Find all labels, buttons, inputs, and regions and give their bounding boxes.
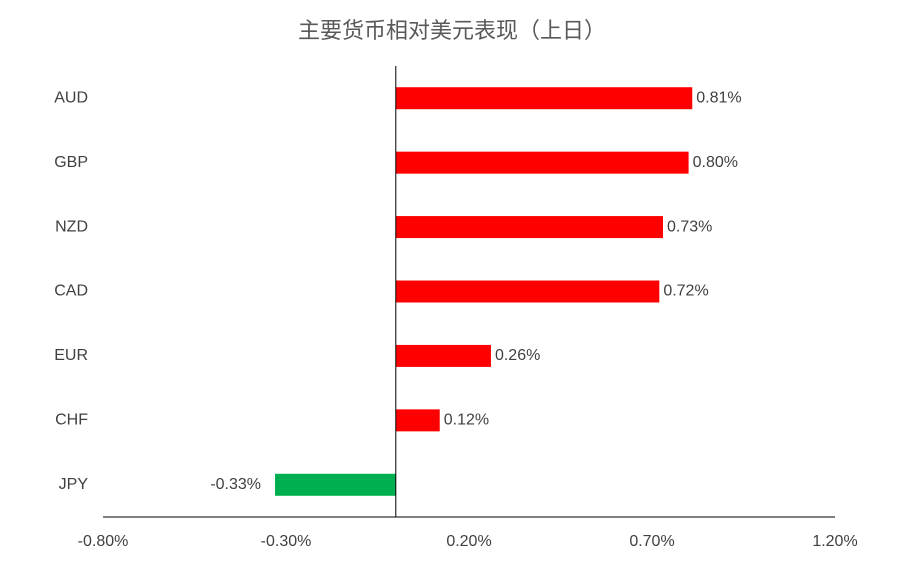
data-label: 0.26%	[495, 347, 540, 364]
y-tick-label: AUD	[54, 89, 88, 106]
data-label: 0.73%	[667, 218, 712, 235]
data-label: 0.80%	[693, 154, 738, 171]
data-label: -0.33%	[210, 476, 261, 493]
y-tick-label: CAD	[54, 283, 88, 300]
x-tick-label: -0.80%	[78, 533, 129, 550]
y-tick-label: GBP	[54, 154, 88, 171]
bar	[395, 87, 693, 110]
y-tick-label: NZD	[55, 218, 88, 235]
data-label: 0.12%	[444, 412, 489, 429]
y-tick-label: JPY	[59, 476, 89, 493]
chart-title: 主要货币相对美元表现（上日）	[298, 18, 606, 43]
x-tick-label: -0.30%	[261, 533, 312, 550]
bar	[395, 151, 689, 174]
x-tick-label: 0.20%	[446, 533, 491, 550]
data-label: 0.81%	[696, 89, 741, 106]
bar	[395, 344, 491, 367]
bar	[395, 280, 660, 303]
bar	[275, 473, 396, 496]
bar	[395, 216, 663, 239]
y-tick-label: EUR	[54, 347, 88, 364]
data-label: 0.72%	[663, 283, 708, 300]
x-tick-label: 1.20%	[812, 533, 857, 550]
y-tick-label: CHF	[55, 412, 88, 429]
x-tick-label: 0.70%	[629, 533, 674, 550]
bar	[395, 409, 440, 432]
